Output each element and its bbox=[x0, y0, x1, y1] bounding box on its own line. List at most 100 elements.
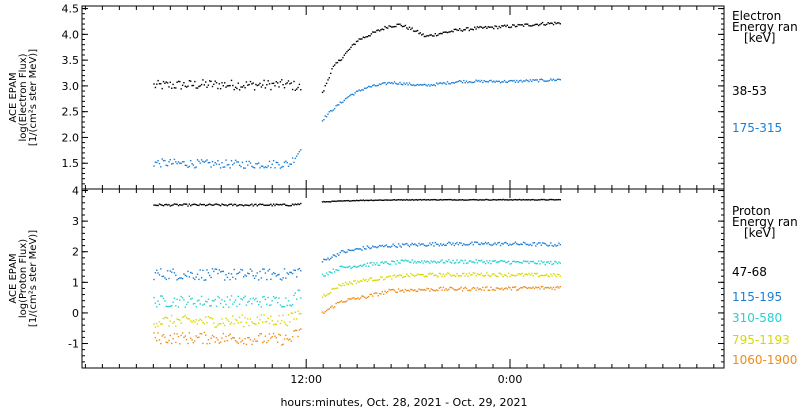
data-point bbox=[252, 205, 254, 207]
data-point bbox=[327, 113, 329, 115]
data-point bbox=[508, 244, 510, 247]
data-point bbox=[171, 342, 173, 345]
data-point bbox=[291, 336, 294, 338]
data-point bbox=[493, 198, 495, 201]
data-point bbox=[177, 80, 180, 83]
data-point bbox=[185, 86, 188, 88]
data-point bbox=[262, 268, 264, 270]
data-point bbox=[425, 199, 427, 201]
data-point bbox=[191, 321, 193, 323]
data-point bbox=[453, 262, 455, 264]
data-point bbox=[249, 298, 252, 300]
data-point bbox=[290, 163, 292, 165]
data-point bbox=[493, 273, 495, 275]
data-point bbox=[321, 201, 324, 203]
data-point bbox=[558, 287, 560, 289]
data-point bbox=[448, 259, 450, 261]
data-point bbox=[381, 82, 383, 84]
data-point bbox=[260, 333, 263, 335]
data-point bbox=[535, 262, 537, 265]
data-point bbox=[540, 244, 542, 246]
data-point bbox=[245, 321, 248, 324]
data-point bbox=[289, 205, 291, 207]
data-point bbox=[529, 243, 532, 246]
data-point bbox=[321, 120, 324, 122]
data-point bbox=[532, 24, 534, 27]
data-point bbox=[452, 274, 454, 276]
data-point bbox=[213, 164, 215, 166]
data-point bbox=[366, 86, 369, 89]
data-point bbox=[175, 161, 177, 163]
data-point bbox=[402, 243, 404, 245]
data-point bbox=[440, 82, 442, 84]
data-point bbox=[327, 79, 329, 81]
data-point bbox=[452, 199, 454, 201]
data-point bbox=[529, 260, 532, 263]
data-point bbox=[505, 25, 507, 28]
data-point bbox=[558, 273, 560, 276]
data-point bbox=[495, 25, 498, 28]
data-point bbox=[463, 287, 465, 290]
data-point bbox=[506, 199, 508, 201]
data-point bbox=[218, 297, 220, 299]
data-point bbox=[488, 243, 491, 246]
data-point bbox=[251, 321, 253, 323]
data-point bbox=[389, 246, 392, 248]
data-point bbox=[207, 272, 210, 274]
data-point bbox=[469, 81, 472, 83]
data-point bbox=[213, 270, 215, 273]
data-point bbox=[278, 204, 280, 206]
data-point bbox=[171, 314, 173, 317]
data-point bbox=[400, 83, 402, 85]
data-point bbox=[238, 271, 241, 273]
data-point bbox=[537, 24, 540, 27]
data-point bbox=[465, 262, 468, 264]
data-point bbox=[243, 167, 245, 169]
data-point bbox=[271, 82, 273, 85]
data-point bbox=[506, 261, 508, 263]
data-point bbox=[384, 199, 386, 201]
data-point bbox=[487, 81, 489, 83]
data-point bbox=[300, 297, 302, 299]
data-point bbox=[365, 36, 367, 38]
data-point bbox=[241, 314, 244, 316]
y-tick-label: 0 bbox=[72, 307, 79, 320]
data-point bbox=[278, 297, 280, 299]
data-point bbox=[256, 163, 258, 165]
series-175-315 bbox=[153, 78, 561, 169]
data-point bbox=[361, 265, 363, 267]
data-point bbox=[370, 247, 373, 249]
data-point bbox=[520, 286, 522, 289]
data-point bbox=[253, 338, 256, 340]
data-point bbox=[176, 203, 178, 206]
data-point bbox=[435, 35, 438, 37]
data-point bbox=[296, 329, 298, 332]
data-point bbox=[282, 203, 284, 205]
data-point bbox=[404, 24, 407, 27]
data-point bbox=[472, 261, 474, 263]
data-point bbox=[528, 272, 530, 275]
data-point bbox=[520, 243, 522, 245]
data-point bbox=[335, 62, 337, 64]
data-point bbox=[285, 297, 287, 299]
data-point bbox=[431, 199, 434, 201]
data-point bbox=[524, 199, 526, 201]
data-point bbox=[406, 198, 408, 201]
y-axis-label-line: ACE EPAM bbox=[8, 72, 19, 122]
data-point bbox=[358, 265, 360, 267]
data-point bbox=[228, 334, 230, 337]
data-point bbox=[517, 199, 519, 201]
data-point bbox=[355, 90, 358, 93]
data-point bbox=[279, 167, 282, 169]
data-point bbox=[505, 274, 507, 276]
data-point bbox=[340, 250, 343, 252]
data-point bbox=[513, 260, 515, 262]
x-tick-label: 0:00 bbox=[498, 373, 523, 386]
data-point bbox=[400, 199, 402, 201]
data-point bbox=[277, 161, 279, 164]
data-point bbox=[291, 303, 294, 306]
data-point bbox=[286, 162, 288, 164]
data-point bbox=[351, 200, 354, 202]
data-point bbox=[535, 79, 537, 81]
